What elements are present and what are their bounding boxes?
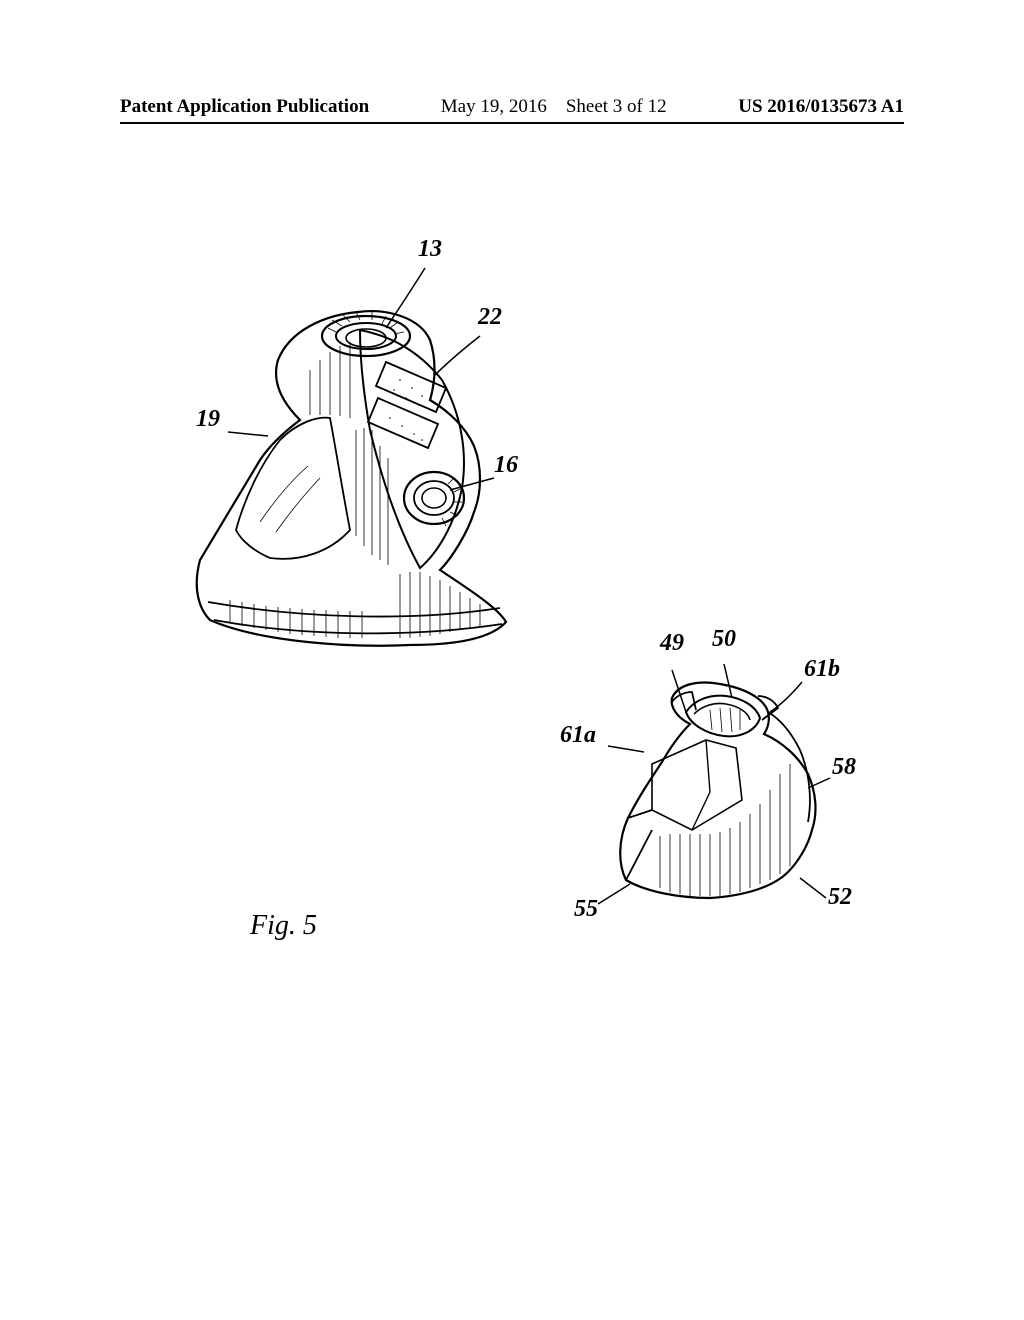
- leader-61a: [608, 746, 644, 752]
- ref-13: 13: [418, 236, 442, 263]
- front-face: [360, 330, 464, 568]
- ref-50: 50: [712, 626, 736, 653]
- header-left: Patent Application Publication: [120, 96, 369, 118]
- leader-52: [800, 878, 826, 898]
- front-port-bore: [422, 488, 446, 508]
- header-date-text: May 19, 2016: [441, 96, 547, 117]
- base-edge-top: [208, 602, 500, 617]
- leader-22: [434, 336, 480, 376]
- leader-55: [598, 884, 630, 904]
- main-drawing: 13 22 19 16: [150, 240, 550, 665]
- patent-page: Patent Application Publication May 19, 2…: [0, 0, 1024, 1320]
- ref-61a: 61a: [560, 722, 596, 749]
- wedge-hatching: [660, 764, 790, 896]
- ref-52: 52: [828, 884, 852, 911]
- header-pubno: US 2016/0135673 A1: [738, 96, 904, 118]
- header-date: May 19, 2016 Sheet 3 of 12: [441, 96, 667, 118]
- ref-49: 49: [660, 630, 684, 657]
- ref-22: 22: [478, 304, 502, 331]
- front-port-inner: [414, 481, 454, 515]
- saddle-hatching: [710, 708, 740, 732]
- sub-drawing-svg: [510, 640, 870, 930]
- leader-61b: [770, 682, 802, 712]
- glass-line-1: [260, 466, 308, 522]
- saddle-inner: [694, 703, 750, 720]
- front-port-outer: [404, 472, 464, 524]
- glass-line-2: [276, 478, 320, 532]
- base-edge-bot: [214, 620, 502, 633]
- pad-lower: [368, 398, 438, 448]
- leader-50: [724, 664, 732, 698]
- sub-drawing: 49 50 61b 61a 58 55 52: [510, 640, 870, 935]
- figure-caption: Fig. 5: [250, 910, 317, 942]
- ref-58: 58: [832, 754, 856, 781]
- side-window: [236, 418, 350, 559]
- front-plane-crease: [692, 740, 710, 830]
- ref-16: 16: [494, 452, 518, 479]
- main-drawing-svg: [150, 240, 550, 660]
- header-row: Patent Application Publication May 19, 2…: [120, 96, 904, 124]
- leader-49: [672, 670, 686, 712]
- front-plane: [652, 740, 742, 830]
- page-header: Patent Application Publication May 19, 2…: [0, 96, 1024, 124]
- header-sheet-text: Sheet 3 of 12: [566, 96, 667, 117]
- left-edges: [626, 810, 652, 880]
- leader-19: [228, 432, 268, 436]
- ref-19: 19: [196, 406, 220, 433]
- ref-61b: 61b: [804, 656, 840, 683]
- wedge-outline: [620, 683, 815, 898]
- ref-55: 55: [574, 896, 598, 923]
- figure-area: 13 22 19 16: [120, 210, 904, 1070]
